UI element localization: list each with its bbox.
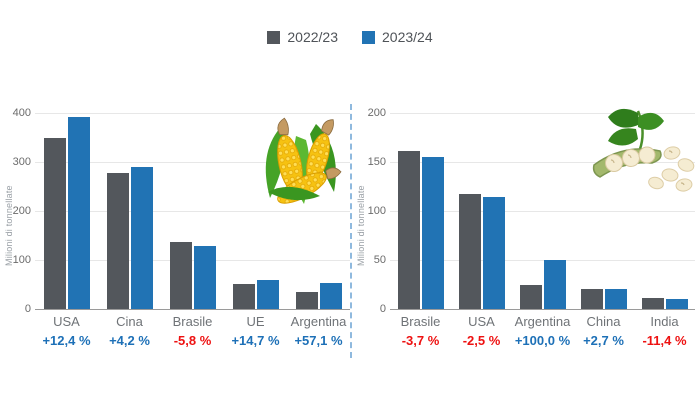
bar-2023-24 <box>193 245 216 309</box>
bar-2022-23 <box>232 283 255 309</box>
corn-chart-panel: Milioni di tonnellate 3 3 3 3 <box>4 107 350 348</box>
gridline <box>35 113 350 114</box>
panel-divider <box>350 104 352 358</box>
gridline <box>390 162 695 163</box>
y-tick-label: 300 <box>12 156 31 168</box>
pct-change-label: +4,2 % <box>109 333 150 348</box>
legend-item: 2023/24 <box>362 29 433 45</box>
soybean-chart-panel: Milioni di tonnellate 3 3 3 3 <box>352 0 700 400</box>
pct-change-label: -2,5 % <box>462 333 501 348</box>
bar-2023-24 <box>319 282 342 309</box>
pct-change-label: -11,4 % <box>642 333 687 348</box>
gridline <box>35 260 350 261</box>
pct-change-label: +12,4 % <box>42 333 91 348</box>
legend-swatch <box>267 30 281 44</box>
pct-change-label: +14,7 % <box>231 333 280 348</box>
category-label: Brasile <box>400 314 441 329</box>
bar-2022-23 <box>43 138 66 309</box>
pct-change-label: +100,0 % <box>514 333 571 348</box>
y-tick-label: 200 <box>367 107 386 119</box>
category-label: Cina <box>116 314 143 329</box>
y-tick-label: 50 <box>373 254 386 266</box>
gridline <box>390 113 695 114</box>
pct-change-label: +57,1 % <box>294 333 343 348</box>
category-label: USA <box>53 314 80 329</box>
bar-2022-23 <box>580 289 603 309</box>
bar-2022-23 <box>106 173 129 309</box>
category-label: Brasile <box>172 314 213 329</box>
y-tick-label: 200 <box>12 205 31 217</box>
gridline <box>35 162 350 163</box>
bar-2023-24 <box>543 260 566 309</box>
bar-2023-24 <box>665 299 688 309</box>
gridline <box>35 211 350 212</box>
bar-2022-23 <box>458 194 481 309</box>
y-tick-label: 0 <box>379 303 386 315</box>
y-tick-label: 150 <box>367 156 386 168</box>
category-label: India <box>650 314 679 329</box>
bar-2022-23 <box>169 241 192 309</box>
y-tick-label: 400 <box>12 107 31 119</box>
bar-2023-24 <box>256 279 279 309</box>
y-tick-label: 100 <box>367 205 386 217</box>
pct-change-label: -3,7 % <box>401 333 440 348</box>
y-tick-label: 100 <box>12 254 31 266</box>
gridline <box>390 260 695 261</box>
category-label: China <box>586 314 621 329</box>
soybean-plot-area <box>390 113 695 310</box>
pct-change-label: -5,8 % <box>173 333 212 348</box>
chart-legend: 2022/23 2023/24 <box>0 29 700 45</box>
bar-2022-23 <box>397 151 420 309</box>
category-label: Argentina <box>290 314 347 329</box>
bar-2023-24 <box>482 197 505 309</box>
category-label: Argentina <box>514 314 571 329</box>
bar-2022-23 <box>641 297 664 309</box>
bar-2022-23 <box>519 284 542 309</box>
bar-2023-24 <box>67 116 90 309</box>
corn-plot-area <box>35 113 350 310</box>
legend-label: 2022/23 <box>287 29 338 45</box>
bar-2023-24 <box>130 167 153 309</box>
pct-change-label: +2,7 % <box>583 333 624 348</box>
legend-item: 2022/23 <box>267 29 338 45</box>
legend-label: 2023/24 <box>382 29 433 45</box>
category-label: USA <box>468 314 495 329</box>
y-tick-label: 0 <box>24 303 31 315</box>
category-label: UE <box>246 314 265 329</box>
bar-2023-24 <box>604 288 627 309</box>
legend-swatch <box>362 30 375 44</box>
bar-2022-23 <box>295 292 318 309</box>
bar-2023-24 <box>421 157 444 309</box>
gridline <box>390 211 695 212</box>
